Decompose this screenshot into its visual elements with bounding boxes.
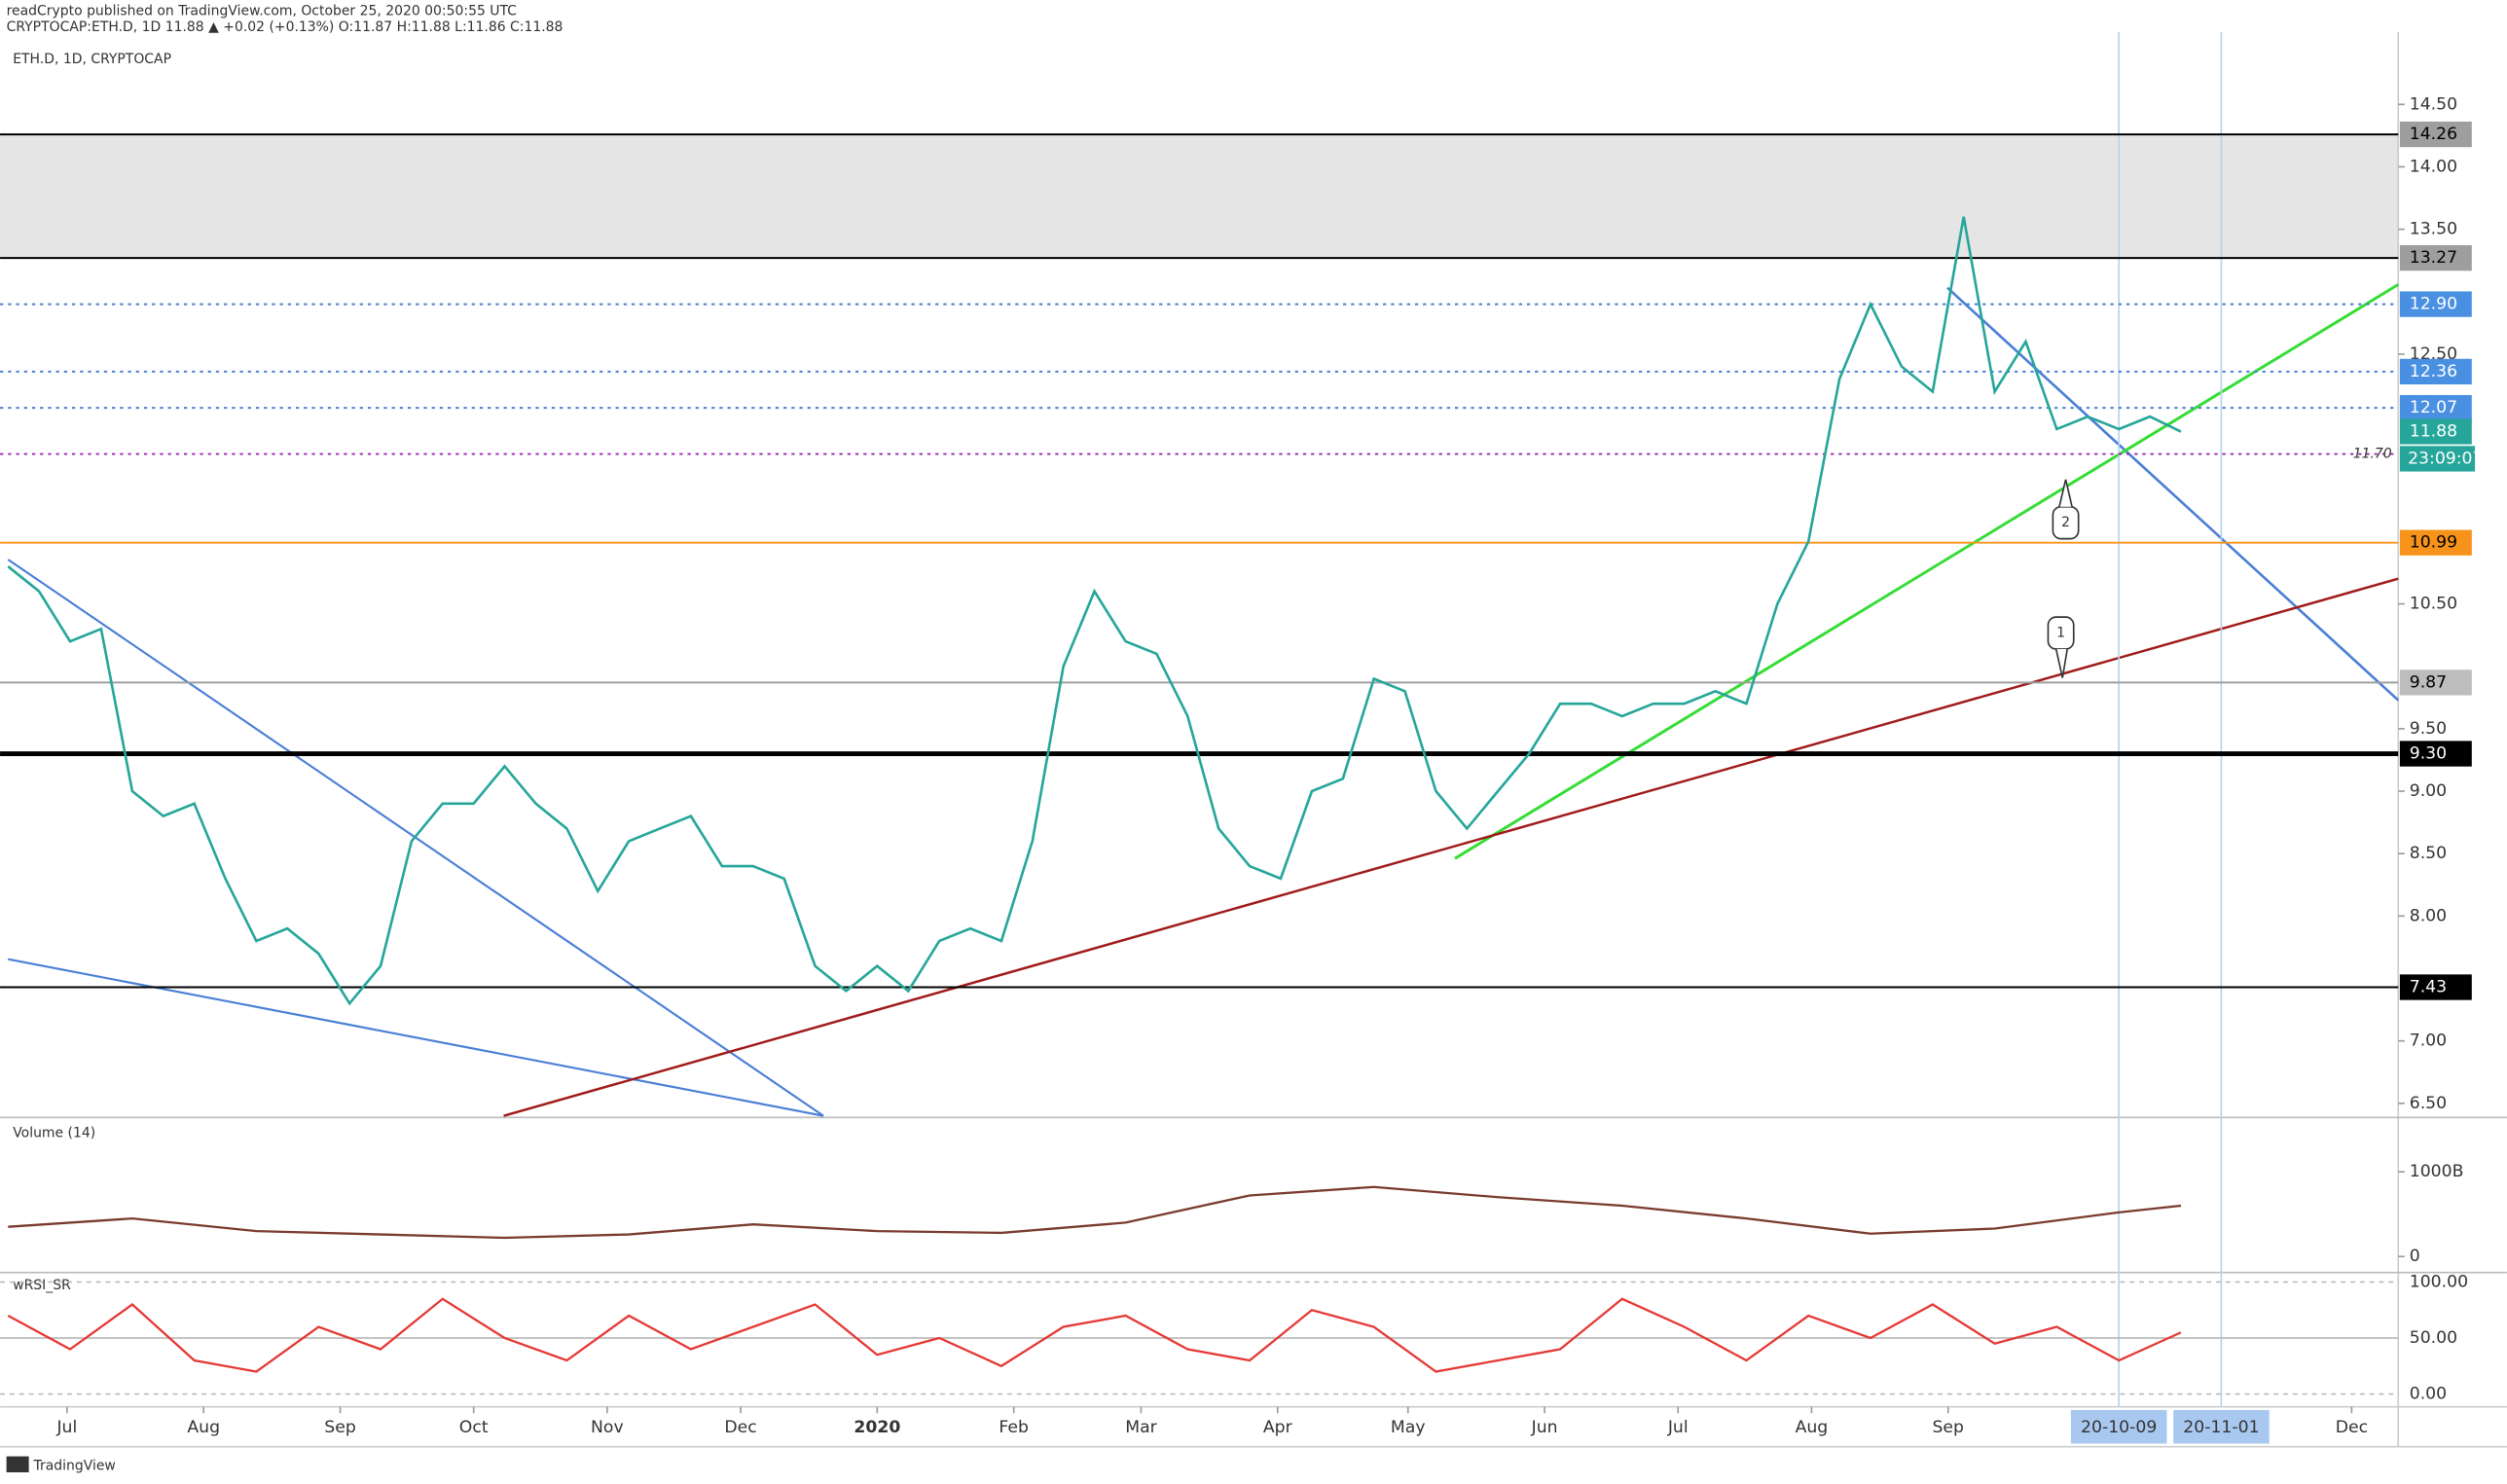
- level-box: [2399, 670, 2472, 696]
- level-label: 9.30: [2410, 744, 2447, 764]
- legend: ETH.D, 1D, CRYPTOCAP: [13, 52, 171, 67]
- level-box: [2399, 529, 2472, 556]
- level-label: 13.27: [2410, 248, 2457, 268]
- x-tick-label: Jul: [55, 1418, 77, 1437]
- level-box: [2399, 291, 2472, 317]
- callout-label: 1: [2056, 626, 2065, 641]
- y-tick-label: 14.00: [2410, 157, 2457, 176]
- level-box: [2399, 974, 2472, 1000]
- y-tick-label: 10.50: [2410, 595, 2457, 614]
- volume-title: Volume (14): [13, 1126, 95, 1141]
- level-label: 11.88: [2410, 421, 2457, 441]
- level-box: [2399, 394, 2472, 421]
- x-tick-label: Sep: [1933, 1418, 1964, 1437]
- y-tick-label: 6.50: [2410, 1094, 2447, 1113]
- callout-label: 2: [2061, 515, 2070, 530]
- x-tick-label: Aug: [187, 1418, 220, 1437]
- cursor-box: [2070, 1409, 2167, 1444]
- cursor-label: 20-10-09: [2081, 1418, 2157, 1437]
- symbol-line: CRYPTOCAP:ETH.D, 1D 11.88 ▲ +0.02 (+0.13…: [7, 19, 563, 35]
- level-box: [2399, 244, 2472, 271]
- countdown: 23:09:07: [2408, 449, 2483, 468]
- x-tick-label: Mar: [1125, 1418, 1157, 1437]
- level-label: 7.43: [2410, 977, 2447, 996]
- y-tick-label: 8.50: [2410, 844, 2447, 863]
- x-tick-label: Aug: [1796, 1418, 1829, 1437]
- cursor-label: 20-11-01: [2183, 1418, 2259, 1437]
- y-tick-label: 8.00: [2410, 906, 2447, 925]
- level-label: 9.87: [2410, 672, 2447, 692]
- brand: TradingView: [33, 1458, 116, 1473]
- countdown-box: [2399, 446, 2476, 472]
- y-tick-label: 9.50: [2410, 719, 2447, 739]
- x-tick-label: Nov: [591, 1418, 624, 1437]
- x-tick-label: Oct: [459, 1418, 489, 1437]
- x-tick-label: 2020: [854, 1418, 900, 1437]
- pane-tick-label: 0: [2410, 1247, 2420, 1266]
- level-note: 11.70: [2353, 447, 2392, 462]
- x-tick-label: Jun: [1531, 1418, 1558, 1437]
- pane-tick-label: 100.00: [2410, 1272, 2468, 1291]
- resistance-zone: [0, 134, 2399, 259]
- x-tick-label: Feb: [999, 1418, 1029, 1437]
- x-tick-label: May: [1391, 1418, 1426, 1437]
- x-tick-label: Jul: [1667, 1418, 1689, 1437]
- level-label: 12.07: [2410, 398, 2457, 417]
- x-tick-label: Apr: [1263, 1418, 1293, 1437]
- level-label: 14.26: [2410, 125, 2457, 144]
- pane-tick-label: 0.00: [2410, 1385, 2447, 1404]
- x-tick-label: Sep: [324, 1418, 355, 1437]
- publisher: readCrypto published on TradingView.com,…: [7, 3, 517, 18]
- level-box: [2399, 121, 2472, 148]
- volume-line: [8, 1185, 2182, 1240]
- level-label: 12.36: [2410, 362, 2457, 381]
- rsi-line: [7, 1297, 2182, 1373]
- level-label: 12.90: [2410, 295, 2457, 314]
- y-tick-label: 9.00: [2410, 781, 2447, 801]
- callout-1: 1: [2047, 616, 2075, 678]
- y-tick-label: 14.50: [2410, 94, 2457, 114]
- logo: [6, 1456, 29, 1473]
- pane-tick-label: 50.00: [2410, 1328, 2457, 1348]
- y-tick-label: 13.50: [2410, 220, 2457, 239]
- frame: [0, 31, 2507, 1448]
- y-tick-label: 7.00: [2410, 1032, 2447, 1051]
- callout-2: 2: [2052, 479, 2080, 540]
- x-tick-label: Dec: [2336, 1418, 2368, 1437]
- level-box: [2399, 741, 2472, 767]
- level-label: 10.99: [2410, 533, 2457, 553]
- x-tick-label: Dec: [724, 1418, 756, 1437]
- cursor-box: [2173, 1409, 2270, 1444]
- price-line: [7, 216, 2182, 1006]
- level-box: [2399, 358, 2472, 385]
- level-box: [2399, 418, 2472, 445]
- rsi-title: wRSI_SR: [13, 1278, 71, 1293]
- pane-tick-label: 1000B: [2410, 1162, 2464, 1181]
